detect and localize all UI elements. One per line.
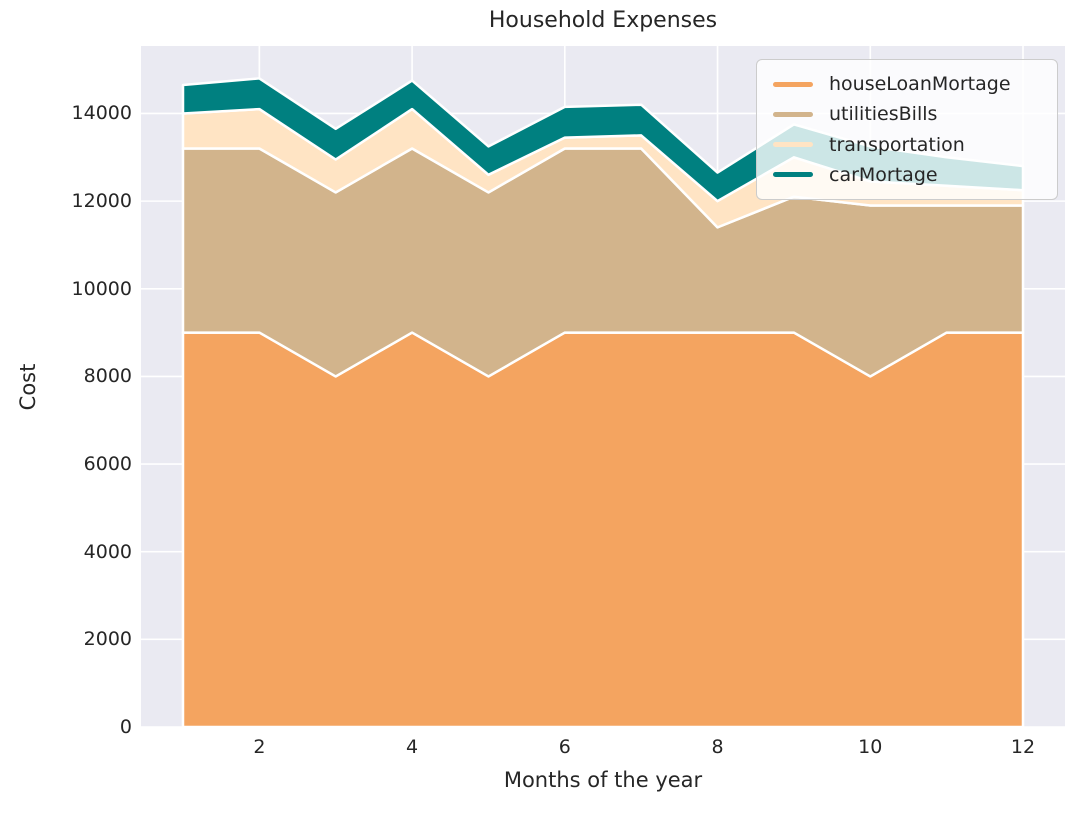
legend-line-swatch bbox=[773, 142, 813, 148]
y-tick-label: 12000 bbox=[71, 190, 132, 213]
legend-label: transportation bbox=[829, 133, 965, 156]
y-tick-label: 10000 bbox=[71, 277, 132, 300]
legend-line-swatch bbox=[773, 172, 813, 178]
legend-label: houseLoanMortage bbox=[829, 73, 1011, 96]
x-axis-label: Months of the year bbox=[503, 768, 703, 792]
x-tick-label: 12 bbox=[1010, 736, 1036, 758]
y-axis-label: Cost bbox=[16, 363, 40, 411]
y-tick-label: 4000 bbox=[83, 540, 132, 563]
x-tick-label: 6 bbox=[558, 736, 571, 758]
legend-line-swatch bbox=[773, 81, 813, 87]
legend-label: carMortage bbox=[829, 163, 938, 186]
y-tick-label: 14000 bbox=[71, 102, 132, 125]
legend-line-swatch bbox=[773, 111, 813, 117]
x-tick-label: 2 bbox=[253, 736, 266, 758]
y-tick-label: 6000 bbox=[83, 453, 132, 476]
y-tick-label: 8000 bbox=[83, 365, 132, 388]
chart-title: Household Expenses bbox=[488, 8, 718, 33]
y-tick-label: 0 bbox=[119, 716, 132, 738]
area-houseLoanMortage bbox=[181, 331, 1025, 727]
legend-item-carMortage: carMortage bbox=[773, 160, 1041, 190]
legend-item-utilitiesBills: utilitiesBills bbox=[773, 99, 1041, 129]
legend-label: utilitiesBills bbox=[829, 103, 938, 126]
legend: houseLoanMortage utilitiesBills transporta… bbox=[756, 59, 1058, 200]
y-tick-label: 2000 bbox=[83, 628, 132, 651]
x-tick-label: 4 bbox=[406, 736, 419, 758]
legend-item-transportation: transportation bbox=[773, 130, 1041, 160]
x-tick-label: 10 bbox=[858, 736, 883, 758]
legend-item-houseLoanMortage: houseLoanMortage bbox=[773, 69, 1041, 99]
x-tick-label: 8 bbox=[711, 736, 724, 758]
